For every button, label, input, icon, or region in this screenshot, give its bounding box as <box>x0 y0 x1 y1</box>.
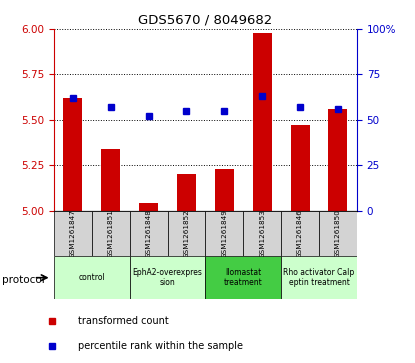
Text: GSM1261847: GSM1261847 <box>70 209 76 258</box>
FancyBboxPatch shape <box>129 211 168 256</box>
Text: GSM1261850: GSM1261850 <box>335 209 341 258</box>
FancyBboxPatch shape <box>54 211 92 256</box>
Bar <box>329 109 347 211</box>
FancyBboxPatch shape <box>281 211 319 256</box>
Title: GDS5670 / 8049682: GDS5670 / 8049682 <box>138 13 273 26</box>
Text: EphA2-overexpres
sion: EphA2-overexpres sion <box>133 268 203 287</box>
FancyBboxPatch shape <box>54 256 129 299</box>
Text: GSM1261852: GSM1261852 <box>183 209 190 258</box>
Bar <box>101 149 120 211</box>
FancyBboxPatch shape <box>205 256 281 299</box>
Text: GSM1261848: GSM1261848 <box>146 209 151 258</box>
FancyBboxPatch shape <box>92 211 129 256</box>
Text: GSM1261849: GSM1261849 <box>221 209 227 258</box>
Text: GSM1261851: GSM1261851 <box>108 209 114 258</box>
FancyBboxPatch shape <box>168 211 205 256</box>
Text: protocol: protocol <box>2 275 45 285</box>
Bar <box>63 98 82 211</box>
FancyBboxPatch shape <box>319 211 357 256</box>
FancyBboxPatch shape <box>243 211 281 256</box>
Text: Ilomastat
treatment: Ilomastat treatment <box>224 268 263 287</box>
Bar <box>290 125 310 211</box>
Bar <box>139 203 158 211</box>
Text: transformed count: transformed count <box>78 316 169 326</box>
FancyBboxPatch shape <box>205 211 243 256</box>
Text: control: control <box>78 273 105 282</box>
Bar <box>253 33 272 211</box>
Text: GSM1261853: GSM1261853 <box>259 209 265 258</box>
Text: Rho activator Calp
eptin treatment: Rho activator Calp eptin treatment <box>283 268 355 287</box>
Text: percentile rank within the sample: percentile rank within the sample <box>78 340 243 351</box>
Text: GSM1261846: GSM1261846 <box>297 209 303 258</box>
Bar <box>177 174 196 211</box>
FancyBboxPatch shape <box>281 256 357 299</box>
FancyBboxPatch shape <box>129 256 205 299</box>
Bar <box>215 169 234 211</box>
